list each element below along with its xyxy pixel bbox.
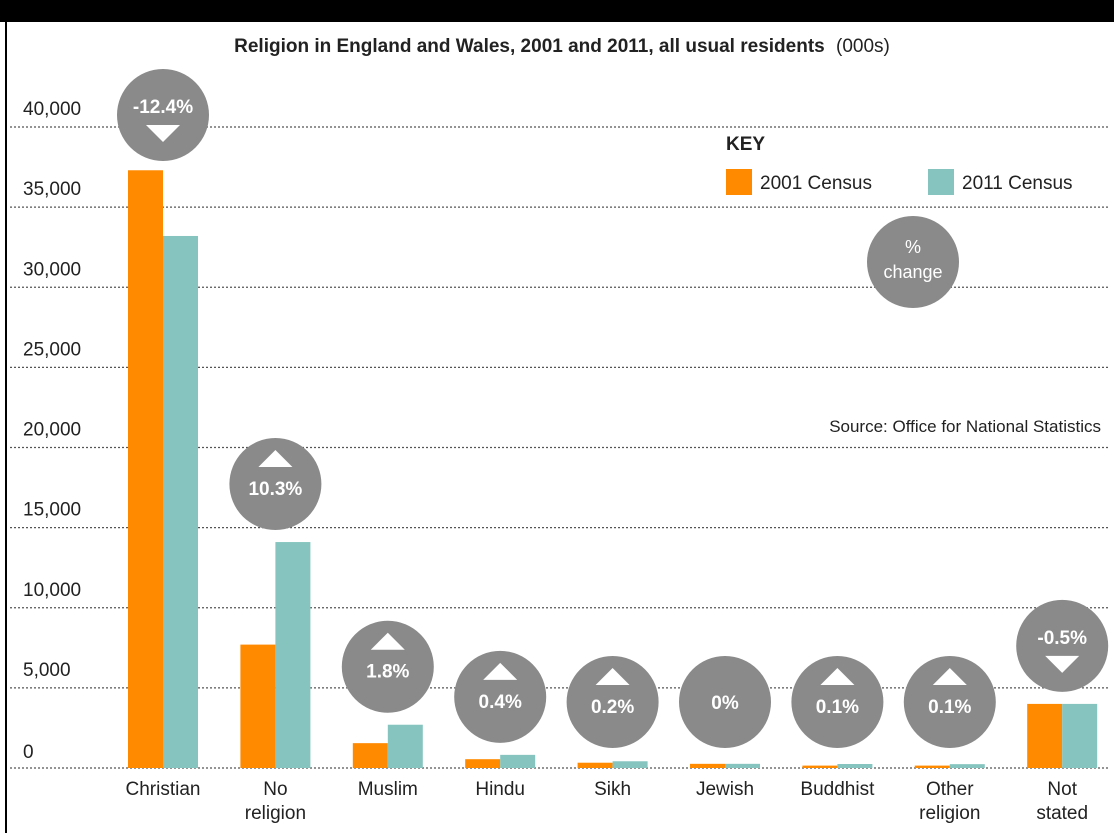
y-tick-label: 35,000 <box>23 179 81 200</box>
bar-2001 <box>128 170 163 768</box>
pct-change-label: 1.8% <box>366 662 409 683</box>
bar-2011 <box>1062 703 1098 768</box>
bar-2001 <box>914 765 950 768</box>
bar-2011 <box>837 763 873 768</box>
up-arrow-icon <box>258 450 293 468</box>
pct-change-circle <box>566 656 659 748</box>
x-tick-label: Hindu <box>475 779 525 800</box>
legend-change-circle <box>867 216 959 308</box>
legend-change-label-line2: change <box>883 262 942 282</box>
y-tick-label: 10,000 <box>23 580 81 601</box>
pct-change-label: -12.4% <box>133 97 193 118</box>
y-tick-label: 5,000 <box>23 660 71 681</box>
pct-change-circle <box>117 69 209 161</box>
pct-change-circle <box>791 656 884 748</box>
pct-change-circle <box>341 620 434 713</box>
y-tick-label: 0 <box>23 742 34 763</box>
x-tick-label: Muslim <box>358 779 418 800</box>
x-tick-label: Sikh <box>594 779 631 800</box>
bar-2011 <box>163 235 198 769</box>
top-bar <box>0 0 1114 22</box>
pct-change-circle <box>454 650 547 743</box>
x-tick-label: Christian <box>126 779 201 800</box>
bar-2001 <box>1027 703 1063 768</box>
pct-change-label: 0.1% <box>928 697 971 718</box>
up-arrow-icon <box>820 668 855 685</box>
legend-label: 2001 Census <box>760 173 872 194</box>
chart-title-suffix: (000s) <box>836 36 890 57</box>
y-tick-label: 25,000 <box>23 339 81 360</box>
pct-change-label: 0.1% <box>816 697 859 718</box>
down-arrow-icon <box>1045 655 1080 673</box>
bar-2001 <box>802 765 838 768</box>
bar-2001 <box>577 762 613 768</box>
legend-label: 2011 Census <box>962 173 1073 194</box>
bar-2011 <box>612 761 648 768</box>
legend-swatch <box>928 169 954 195</box>
x-tick-label: Buddhist <box>800 779 875 800</box>
bar-2001 <box>352 743 388 768</box>
source-note: Source: Office for National Statistics <box>829 417 1101 436</box>
pct-change-circle <box>903 656 996 748</box>
bar-2011 <box>500 754 536 768</box>
bar-2011 <box>275 542 311 768</box>
y-tick-label: 15,000 <box>23 500 81 521</box>
up-arrow-icon <box>483 662 518 680</box>
y-tick-label: 20,000 <box>23 420 81 441</box>
up-arrow-icon <box>932 668 967 685</box>
bar-2011 <box>725 763 760 768</box>
x-tick-label: Not stated <box>1036 779 1088 824</box>
y-tick-label: 40,000 <box>23 99 81 120</box>
x-tick-label: Other religion <box>919 779 980 824</box>
legend-change-label-line1: % <box>905 237 921 257</box>
pct-change-label: 0% <box>711 693 739 714</box>
bar-2001 <box>465 759 501 768</box>
pct-change-circle <box>679 656 771 748</box>
up-arrow-icon <box>595 668 630 685</box>
y-tick-label: 30,000 <box>23 259 81 280</box>
x-tick-label: No religion <box>245 779 306 824</box>
up-arrow-icon <box>370 632 405 650</box>
bar-2011 <box>949 764 985 768</box>
bar-2011 <box>387 724 423 768</box>
pct-change-label: 10.3% <box>248 479 302 500</box>
x-tick-label: Jewish <box>696 779 754 800</box>
pct-change-circle <box>1016 599 1109 692</box>
left-border <box>5 22 7 833</box>
legend-title: KEY <box>726 134 765 155</box>
down-arrow-icon <box>146 125 180 142</box>
pct-change-label: -0.5% <box>1037 628 1087 649</box>
pct-change-label: 0.2% <box>591 697 634 718</box>
legend-swatch <box>726 169 752 195</box>
chart-title: Religion in England and Wales, 2001 and … <box>234 36 890 57</box>
pct-change-label: 0.4% <box>479 692 522 713</box>
bar-2001 <box>240 644 276 768</box>
bar-2001 <box>690 763 725 768</box>
chart-title-main: Religion in England and Wales, 2001 and … <box>234 36 825 57</box>
pct-change-circle <box>229 438 322 531</box>
